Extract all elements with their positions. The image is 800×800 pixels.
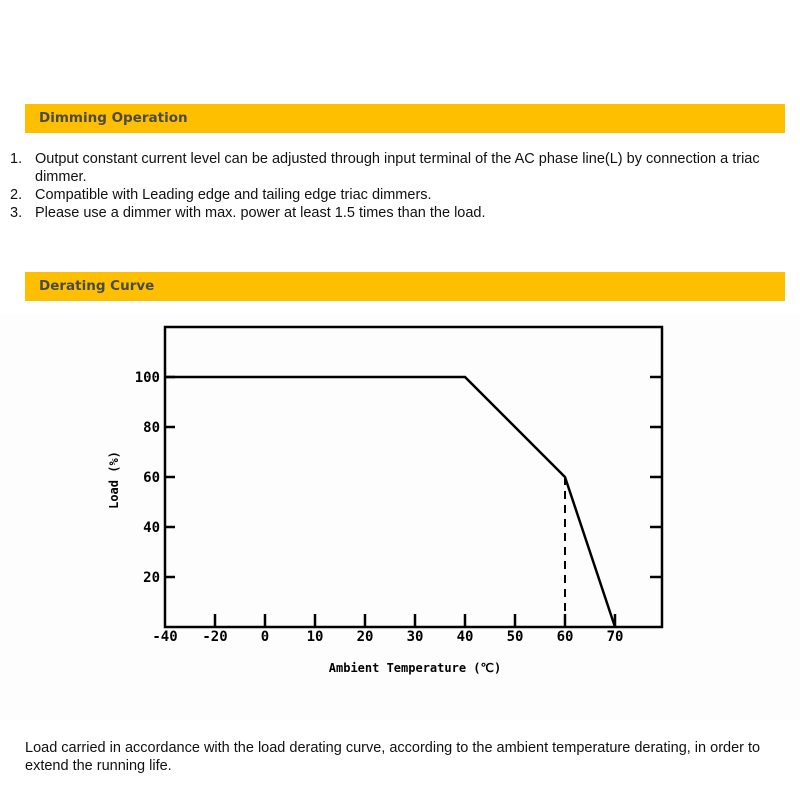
chart-area: [0, 315, 800, 720]
list-text: Output constant current level can be adj…: [35, 151, 760, 185]
derating-note: Load carried in accordance with the load…: [25, 740, 761, 774]
y-tick-label: 20: [143, 570, 160, 586]
list-text: Please use a dimmer with max. power at l…: [35, 205, 486, 221]
x-tick-label: -20: [202, 629, 227, 645]
list-text: Compatible with Leading edge and tailing…: [35, 187, 432, 203]
x-tick-label: 30: [407, 629, 424, 645]
x-axis-label: Ambient Temperature (℃): [329, 661, 501, 675]
y-tick-label: 80: [143, 420, 160, 436]
list-item: 3. Please use a dimmer with max. power at…: [10, 204, 790, 222]
derating-curve-title: Derating Curve: [39, 278, 155, 294]
derating-curve-header: Derating Curve: [25, 272, 785, 301]
plot-frame: [163, 325, 664, 629]
list-item: 2. Compatible with Leading edge and taili…: [10, 186, 790, 204]
x-tick-label: -40: [152, 629, 177, 645]
list-number: 2.: [10, 187, 23, 203]
derating-line: [165, 375, 617, 628]
dimming-operation-header: Dimming Operation: [25, 104, 785, 133]
list-item: 1. Output constant current level can be a…: [10, 150, 790, 186]
x-tick-label: 40: [457, 629, 474, 645]
x-tick-label: 70: [607, 629, 624, 645]
y-tick-label: 100: [135, 370, 160, 386]
x-tick-label: 60: [557, 629, 574, 645]
y-axis-label: Load (%): [107, 451, 121, 509]
dimming-list: 1. Output constant current level can be a…: [10, 150, 790, 222]
dimming-operation-title: Dimming Operation: [39, 110, 188, 126]
x-tick-label: 50: [507, 629, 524, 645]
y-tick-label: 60: [143, 470, 160, 486]
list-number: 3.: [10, 205, 23, 221]
x-tick-label: 10: [307, 629, 324, 645]
x-tick-label: 20: [357, 629, 374, 645]
list-number: 1.: [10, 151, 23, 167]
y-tick-label: 40: [143, 520, 160, 536]
x-tick-label: 0: [261, 629, 269, 645]
